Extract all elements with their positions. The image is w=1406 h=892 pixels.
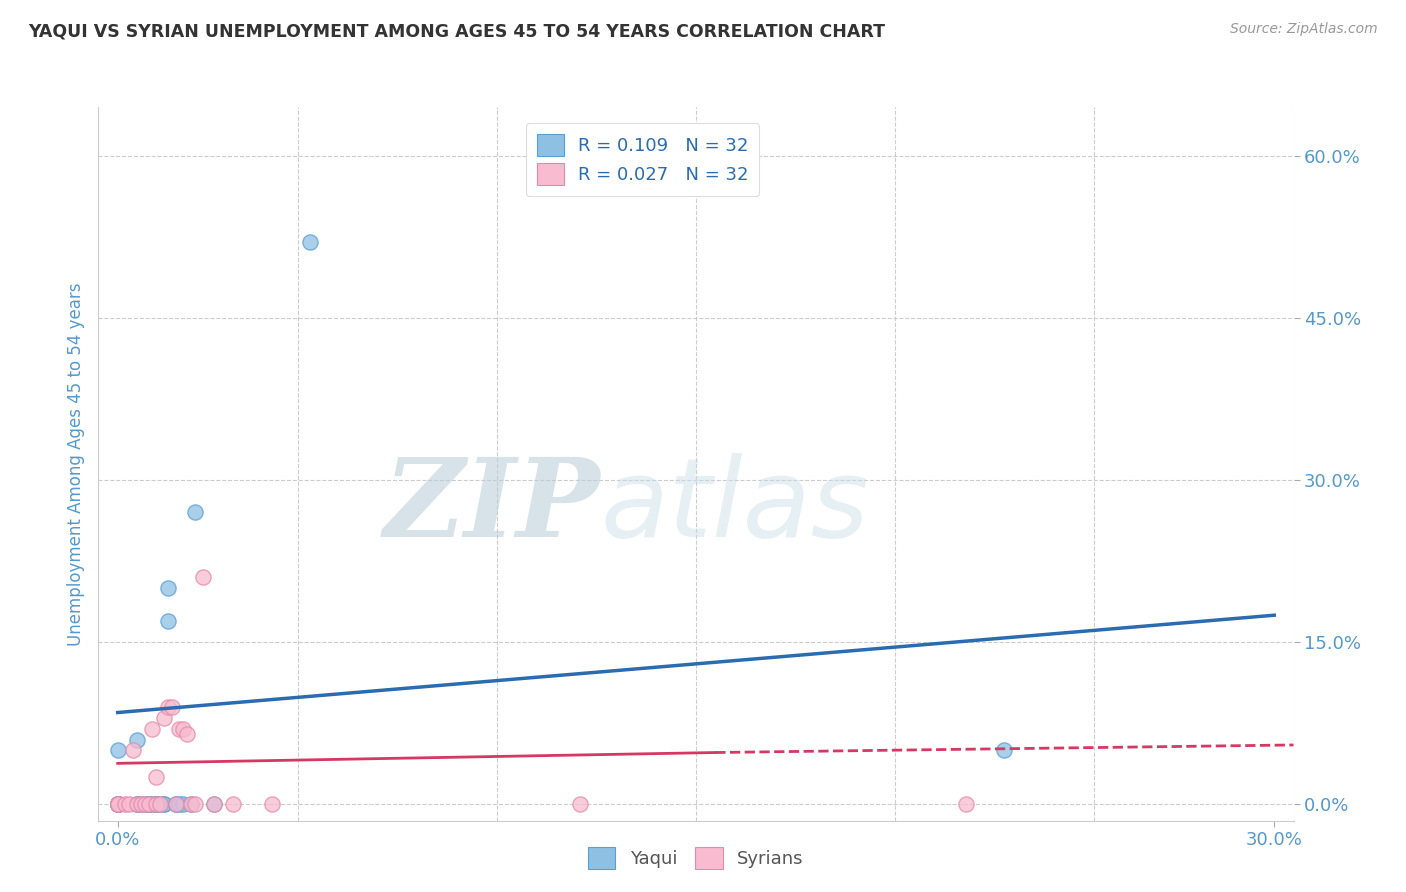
Point bbox=[165, 797, 187, 812]
Point bbox=[145, 797, 167, 812]
Point bbox=[153, 711, 176, 725]
Point bbox=[165, 797, 187, 812]
Point bbox=[165, 797, 187, 812]
Point bbox=[569, 797, 592, 812]
Point bbox=[107, 797, 129, 812]
Point bbox=[138, 797, 160, 812]
Point bbox=[125, 797, 148, 812]
Point bbox=[122, 743, 145, 757]
Point bbox=[299, 235, 322, 250]
Point bbox=[993, 743, 1015, 757]
Point bbox=[125, 732, 148, 747]
Point bbox=[169, 797, 191, 812]
Legend: Yaqui, Syrians: Yaqui, Syrians bbox=[581, 839, 811, 876]
Text: Source: ZipAtlas.com: Source: ZipAtlas.com bbox=[1230, 22, 1378, 37]
Point bbox=[145, 797, 167, 812]
Text: YAQUI VS SYRIAN UNEMPLOYMENT AMONG AGES 45 TO 54 YEARS CORRELATION CHART: YAQUI VS SYRIAN UNEMPLOYMENT AMONG AGES … bbox=[28, 22, 886, 40]
Point bbox=[172, 722, 194, 736]
Point bbox=[107, 743, 129, 757]
Point bbox=[955, 797, 977, 812]
Point bbox=[141, 797, 163, 812]
Point bbox=[107, 797, 129, 812]
Point bbox=[156, 581, 179, 595]
Point bbox=[107, 797, 129, 812]
Point bbox=[169, 722, 191, 736]
Point bbox=[141, 722, 163, 736]
Point bbox=[129, 797, 152, 812]
Point bbox=[107, 797, 129, 812]
Point bbox=[149, 797, 172, 812]
Point bbox=[153, 797, 176, 812]
Y-axis label: Unemployment Among Ages 45 to 54 years: Unemployment Among Ages 45 to 54 years bbox=[66, 282, 84, 646]
Point bbox=[107, 797, 129, 812]
Point bbox=[172, 797, 194, 812]
Point bbox=[180, 797, 202, 812]
Point bbox=[107, 797, 129, 812]
Point bbox=[129, 797, 152, 812]
Point bbox=[134, 797, 156, 812]
Point bbox=[145, 797, 167, 812]
Point bbox=[107, 797, 129, 812]
Point bbox=[176, 727, 198, 741]
Point bbox=[107, 797, 129, 812]
Point bbox=[184, 506, 207, 520]
Point bbox=[191, 570, 214, 584]
Point bbox=[145, 797, 167, 812]
Point bbox=[156, 700, 179, 714]
Point bbox=[138, 797, 160, 812]
Point bbox=[145, 771, 167, 785]
Point bbox=[118, 797, 141, 812]
Point bbox=[125, 797, 148, 812]
Point bbox=[138, 797, 160, 812]
Point bbox=[202, 797, 225, 812]
Point bbox=[107, 797, 129, 812]
Point bbox=[184, 797, 207, 812]
Point bbox=[202, 797, 225, 812]
Point bbox=[114, 797, 136, 812]
Point bbox=[222, 797, 245, 812]
Point bbox=[107, 797, 129, 812]
Point bbox=[180, 797, 202, 812]
Text: ZIP: ZIP bbox=[384, 453, 600, 560]
Text: atlas: atlas bbox=[600, 453, 869, 560]
Point bbox=[107, 797, 129, 812]
Point bbox=[107, 797, 129, 812]
Point bbox=[156, 614, 179, 628]
Point bbox=[134, 797, 156, 812]
Point bbox=[153, 797, 176, 812]
Point bbox=[160, 700, 183, 714]
Point bbox=[260, 797, 283, 812]
Point bbox=[125, 797, 148, 812]
Point bbox=[149, 797, 172, 812]
